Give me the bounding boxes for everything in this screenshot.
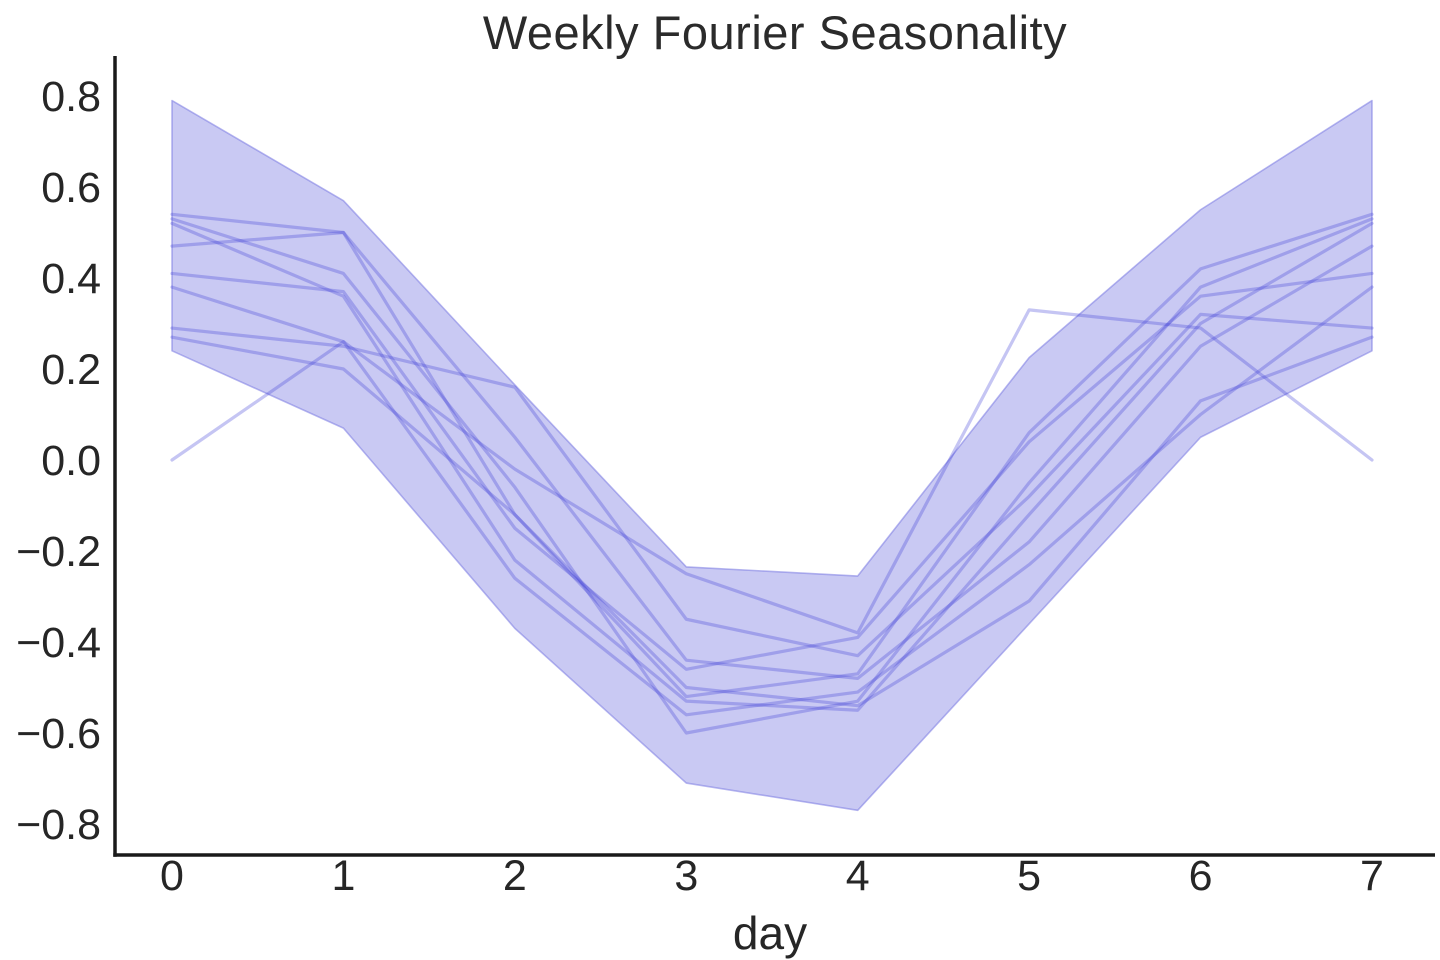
y-tick-label: −0.4 <box>16 619 101 667</box>
sample-line-4 <box>170 230 1374 681</box>
x-axis-label: day <box>732 907 808 959</box>
y-tick-label: 0.0 <box>41 437 101 485</box>
sample-line-9 <box>170 308 1374 635</box>
y-tick-label: 0.8 <box>41 73 101 121</box>
y-tick-label: −0.6 <box>16 710 101 758</box>
y-tick-label: 0.6 <box>41 164 101 212</box>
y-tick-label: 0.2 <box>41 346 101 394</box>
sample-line-1 <box>170 212 1374 699</box>
sample-line-6 <box>170 285 1374 717</box>
x-tick-label: 6 <box>1189 852 1213 900</box>
sample-line-7 <box>170 312 1374 658</box>
x-tick-label: 5 <box>1017 852 1041 900</box>
chart-title: Weekly Fourier Seasonality <box>482 6 1068 59</box>
x-tick-label: 4 <box>846 852 870 900</box>
sample-line-3 <box>170 221 1374 712</box>
x-tick-label: 7 <box>1360 852 1384 900</box>
y-tick-label: −0.8 <box>16 801 101 849</box>
x-tick-label: 2 <box>503 852 527 900</box>
sample-line-2 <box>170 217 1374 735</box>
x-tick-label: 0 <box>160 852 184 900</box>
x-tick-label: 1 <box>331 852 355 900</box>
y-tick-label: −0.2 <box>16 528 101 576</box>
sample-line-8 <box>170 335 1374 708</box>
x-tick-label: 3 <box>674 852 698 900</box>
uncertainty-band <box>171 99 1373 812</box>
y-tick-label: 0.4 <box>41 255 101 303</box>
sample-line-5 <box>170 271 1374 671</box>
